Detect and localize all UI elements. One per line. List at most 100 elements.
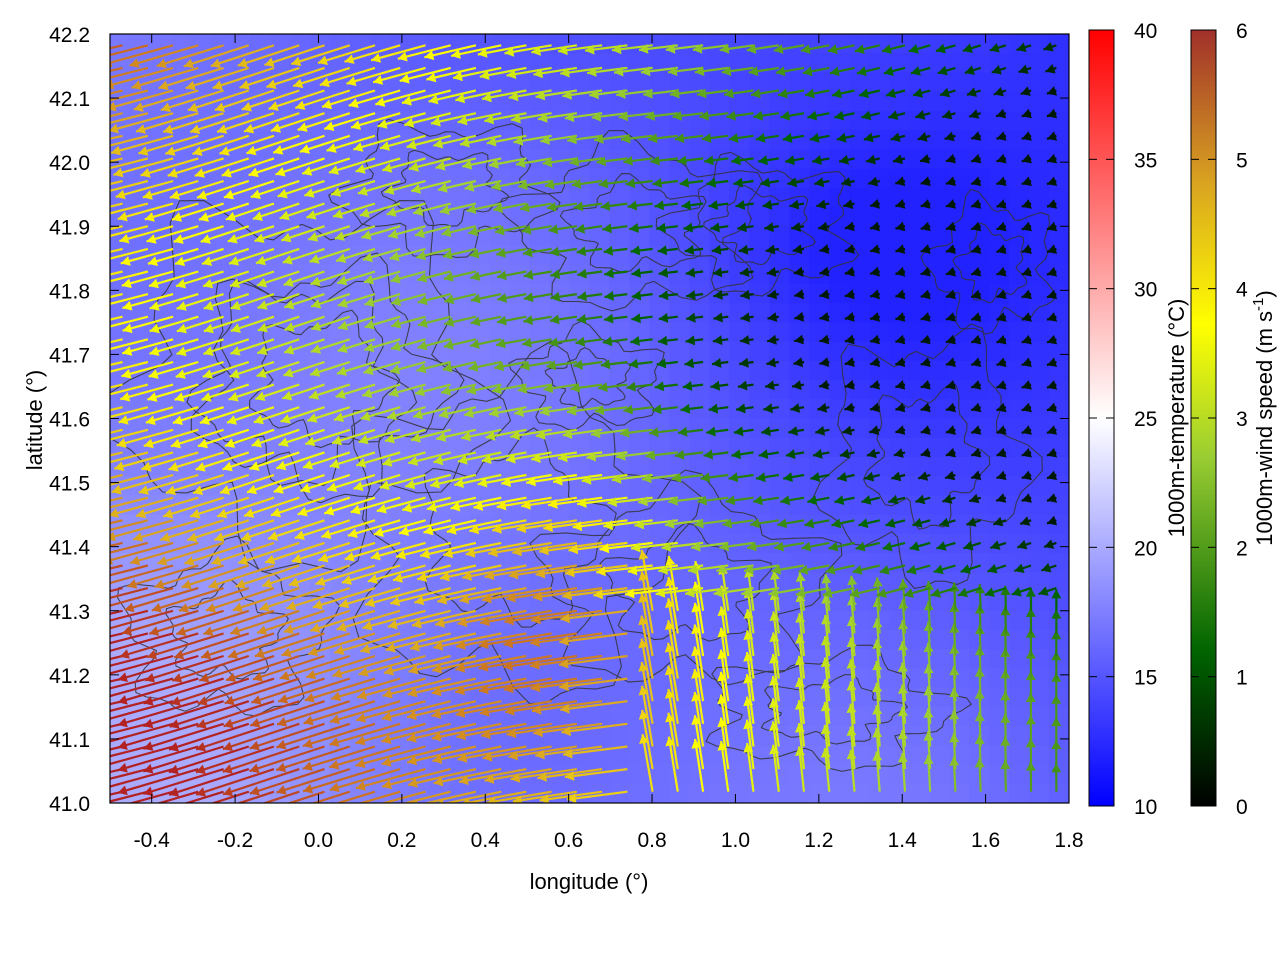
wind-vector bbox=[656, 358, 678, 369]
wind-vector bbox=[120, 383, 174, 402]
temperature-cell bbox=[1009, 610, 1030, 631]
temperature-cell bbox=[989, 476, 1010, 497]
wind-vector bbox=[771, 564, 805, 575]
temperature-cell bbox=[889, 629, 910, 650]
wind-vector bbox=[641, 473, 678, 484]
temperature-cell bbox=[649, 53, 671, 74]
wind-vector bbox=[168, 745, 250, 775]
temperature-cell bbox=[689, 360, 710, 381]
wind-vector bbox=[213, 519, 275, 542]
temperature-cell bbox=[729, 283, 750, 304]
wind-vector bbox=[562, 428, 603, 439]
wind-vector bbox=[110, 654, 174, 675]
colorbar-tick-label: 25 bbox=[1134, 408, 1157, 431]
wind-vector bbox=[110, 338, 149, 351]
temperature-cell bbox=[809, 553, 830, 573]
temperature-cell bbox=[569, 418, 591, 439]
wind-vector bbox=[996, 402, 1007, 413]
temperature-cell bbox=[909, 149, 930, 170]
wind-vector bbox=[110, 225, 123, 231]
wind-vector bbox=[1019, 516, 1032, 526]
wind-vector bbox=[117, 654, 199, 682]
temperature-cell bbox=[1009, 572, 1030, 593]
wind-vector bbox=[598, 382, 628, 393]
wind-vector bbox=[491, 383, 527, 395]
temperature-cell bbox=[869, 72, 890, 93]
temperature-cell bbox=[949, 495, 970, 516]
wind-vector bbox=[713, 289, 729, 300]
wind-vector bbox=[344, 541, 401, 562]
wind-vector bbox=[546, 201, 578, 212]
wind-vector bbox=[186, 519, 250, 543]
contour-line bbox=[508, 320, 665, 431]
wind-vector bbox=[110, 112, 174, 134]
temperature-cell bbox=[869, 226, 890, 247]
temperature-cell bbox=[689, 226, 710, 247]
wind-vector bbox=[1021, 357, 1032, 367]
x-tick-label: -0.4 bbox=[134, 829, 171, 852]
temperature-cell bbox=[689, 341, 710, 362]
wind-vector bbox=[516, 519, 578, 534]
wind-vector bbox=[765, 244, 779, 255]
wind-vector bbox=[309, 360, 351, 377]
wind-vector bbox=[602, 336, 628, 347]
wind-vector bbox=[1043, 539, 1057, 549]
temperature-cell bbox=[989, 168, 1010, 189]
wind-vector bbox=[110, 541, 149, 554]
temperature-cell bbox=[1029, 572, 1050, 593]
wind-vector bbox=[944, 131, 956, 142]
wind-vector bbox=[654, 200, 678, 211]
y-tick-label: 41.3 bbox=[49, 601, 90, 624]
wind-vector bbox=[686, 290, 704, 300]
wind-vector bbox=[110, 745, 174, 766]
wind-vector bbox=[869, 199, 880, 209]
wind-vector bbox=[739, 357, 754, 368]
wind-vector bbox=[250, 179, 300, 199]
wind-vector bbox=[290, 44, 351, 67]
wind-vector bbox=[603, 519, 653, 531]
temperature-cell bbox=[110, 34, 131, 54]
wind-vector bbox=[223, 179, 275, 200]
wind-vector bbox=[110, 225, 149, 238]
wind-colorbar-label: 1000m-wind speed (m s-1) bbox=[1250, 290, 1277, 545]
wind-vector bbox=[486, 134, 527, 147]
temperature-cell bbox=[949, 456, 970, 477]
wind-vector bbox=[347, 519, 401, 538]
temperature-cell bbox=[829, 303, 850, 323]
wind-vector bbox=[560, 700, 628, 714]
wind-vector bbox=[1046, 470, 1058, 481]
temperature-cell bbox=[449, 687, 471, 708]
wind-vector bbox=[945, 425, 956, 435]
colorbar-tick-label: 20 bbox=[1134, 537, 1157, 560]
wind-vector bbox=[321, 519, 376, 539]
wind-vector bbox=[841, 177, 855, 187]
wind-vector bbox=[477, 44, 527, 58]
wind-vector bbox=[310, 315, 351, 332]
wind-vector bbox=[733, 177, 754, 188]
wind-vector bbox=[640, 66, 678, 77]
contour-line bbox=[862, 383, 991, 530]
temperature-cell bbox=[869, 341, 890, 362]
temperature-cell bbox=[929, 303, 950, 323]
temperature-cell bbox=[709, 360, 730, 381]
wind-vector bbox=[404, 112, 451, 128]
wind-vector bbox=[626, 381, 653, 392]
wind-vector bbox=[504, 700, 578, 716]
wind-vector bbox=[1046, 402, 1058, 413]
wind-vector bbox=[552, 473, 603, 486]
temperature-cell bbox=[889, 649, 910, 670]
temperature-cell bbox=[949, 207, 970, 227]
wind-vector bbox=[869, 425, 880, 436]
colorbar-tick-label: 3 bbox=[1236, 408, 1248, 431]
wind-vector bbox=[283, 338, 325, 355]
temperature-cell bbox=[189, 322, 211, 343]
wind-vector bbox=[277, 179, 325, 199]
x-tick-label: 0.8 bbox=[637, 829, 666, 852]
wind-vector bbox=[737, 380, 754, 391]
temperature-cell bbox=[529, 207, 551, 227]
temperature-cell bbox=[729, 726, 750, 746]
wind-vector bbox=[117, 202, 174, 222]
wind-vector bbox=[807, 110, 830, 121]
colorbar-tick-label: 0 bbox=[1236, 796, 1248, 819]
wind-vector bbox=[839, 448, 855, 459]
